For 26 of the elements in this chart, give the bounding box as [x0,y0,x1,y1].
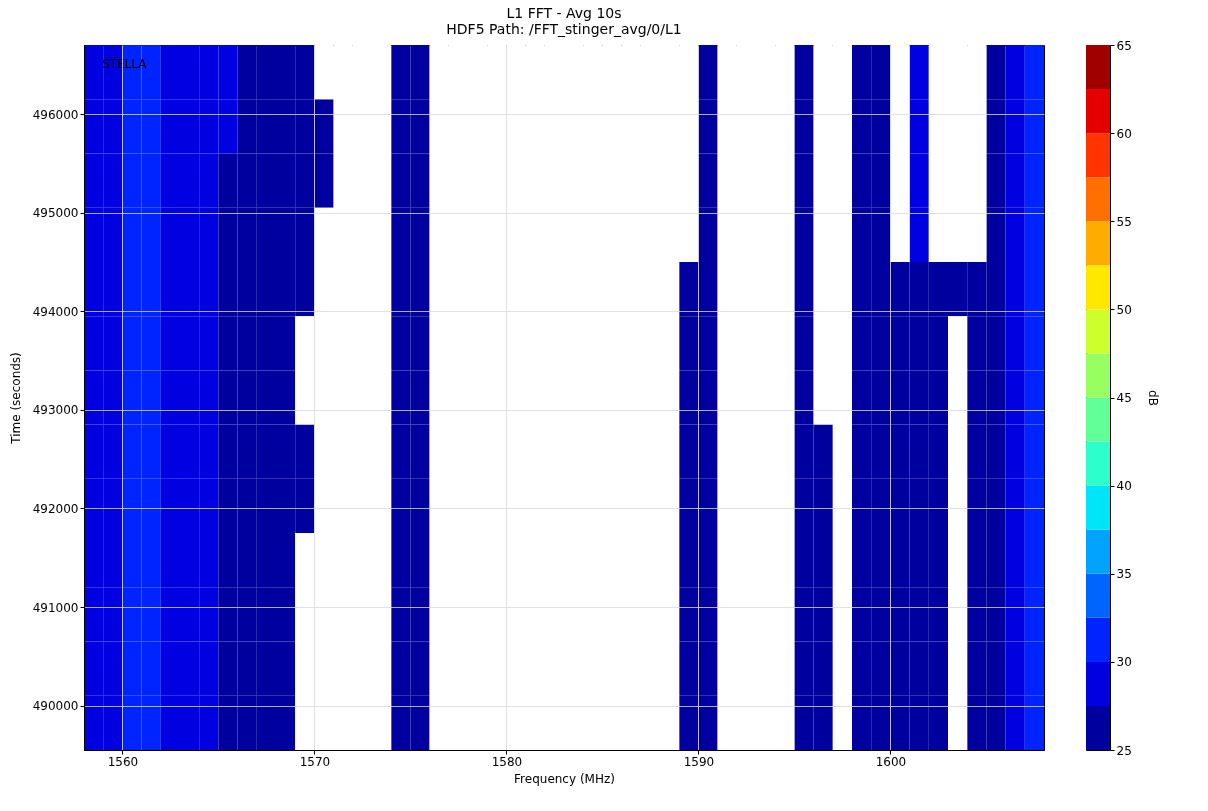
x-tick-label: 1590 [683,754,715,769]
color-bar-label: 60 [1116,126,1132,141]
color-bar-label: 25 [1116,743,1132,758]
x-tick-label: 1580 [491,754,523,769]
y-tick-label: 496000 [32,107,79,122]
color-bar-label: 40 [1116,479,1132,494]
color-bar-label: 50 [1116,302,1132,317]
y-tick-label: 491000 [32,600,79,615]
color-bar-title: dB [1145,390,1160,406]
color-bar-label: 55 [1116,214,1132,229]
color-bar-label: 45 [1116,391,1132,405]
x-axis-title: Frequency (MHz) [514,771,615,786]
y-tick-label: 490000 [32,699,79,714]
x-tick-label: 1600 [875,754,907,769]
chart-title: L1 FFT - Avg 10s [506,5,622,21]
y-tick-label: 492000 [32,501,79,516]
y-axis-title: Time (seconds) [8,352,23,445]
y-tick-label: 493000 [32,403,79,418]
x-tick-label: 1560 [107,754,139,769]
color-bar-label: 35 [1116,567,1132,582]
x-tick-label: 1570 [299,754,331,769]
chart-subtitle: HDF5 Path: /FFT_stinger_avg/0/L1 [446,21,682,37]
y-tick-label: 495000 [32,206,79,221]
color-bar-label: 30 [1116,655,1132,670]
color-bar-label: 65 [1116,38,1132,53]
y-tick-label: 494000 [32,304,79,319]
